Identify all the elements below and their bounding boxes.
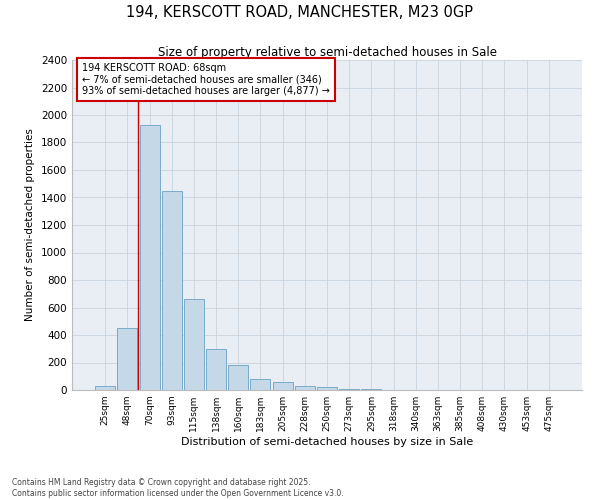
Text: 194 KERSCOTT ROAD: 68sqm
← 7% of semi-detached houses are smaller (346)
93% of s: 194 KERSCOTT ROAD: 68sqm ← 7% of semi-de… (82, 64, 330, 96)
Bar (95, 386, 115, 390)
Text: 194, KERSCOTT ROAD, MANCHESTER, M23 0GP: 194, KERSCOTT ROAD, MANCHESTER, M23 0GP (127, 5, 473, 20)
Bar (250, 379, 271, 390)
Bar (272, 382, 293, 390)
Bar (118, 328, 137, 390)
Bar (206, 349, 226, 390)
Y-axis label: Number of semi-detached properties: Number of semi-detached properties (25, 128, 35, 322)
Title: Size of property relative to semi-detached houses in Sale: Size of property relative to semi-detach… (157, 46, 497, 59)
Bar (162, 190, 182, 390)
Bar (140, 124, 160, 390)
Bar (317, 387, 337, 390)
Bar (339, 388, 359, 390)
Bar (295, 386, 315, 390)
Bar (228, 364, 248, 390)
X-axis label: Distribution of semi-detached houses by size in Sale: Distribution of semi-detached houses by … (181, 437, 473, 447)
Text: Contains HM Land Registry data © Crown copyright and database right 2025.
Contai: Contains HM Land Registry data © Crown c… (12, 478, 344, 498)
Bar (184, 299, 204, 390)
